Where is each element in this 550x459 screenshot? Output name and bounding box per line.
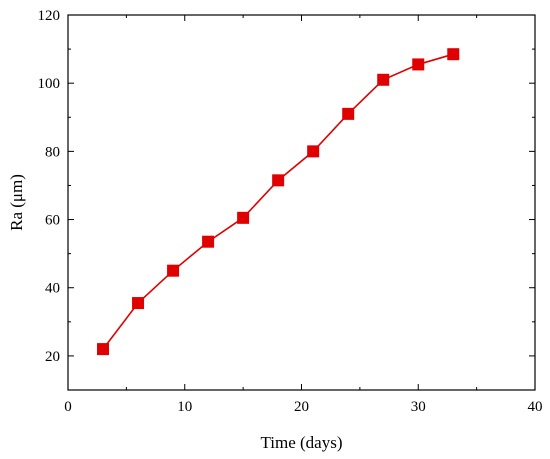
- data-point-marker: [202, 235, 215, 248]
- data-point-marker: [272, 174, 285, 187]
- x-tick-label: 30: [411, 399, 426, 415]
- plot-frame: [67, 14, 536, 391]
- x-axis-ticks: 0 10 20 30 40: [64, 15, 543, 415]
- x-tick-label: 40: [528, 399, 543, 415]
- data-point-marker: [447, 48, 460, 61]
- y-tick-label: 120: [38, 8, 61, 24]
- data-point-marker: [167, 264, 180, 277]
- y-tick-label: 60: [45, 213, 60, 229]
- x-tick-label: 10: [177, 399, 192, 415]
- data-point-marker: [237, 211, 250, 224]
- y-axis-title: Ra (μm): [7, 174, 26, 231]
- y-tick-label: 80: [45, 144, 60, 160]
- data-point-marker: [377, 73, 390, 86]
- data-point-marker: [342, 107, 355, 120]
- plot-border: [67, 14, 536, 391]
- y-tick-label: 20: [45, 349, 60, 365]
- y-tick-label: 100: [38, 76, 61, 92]
- x-tick-label: 0: [64, 399, 72, 415]
- y-axis-ticks: 20 40 60 80 100 120: [38, 8, 535, 391]
- data-point-marker: [412, 58, 425, 71]
- x-axis-title: Time (days): [260, 433, 342, 452]
- data-point-marker: [97, 343, 110, 356]
- series-layer: [97, 48, 460, 356]
- series-line: [102, 53, 454, 350]
- x-tick-label: 20: [294, 399, 309, 415]
- y-tick-label: 40: [45, 281, 60, 297]
- data-point-marker: [307, 145, 320, 158]
- data-point-marker: [132, 297, 145, 310]
